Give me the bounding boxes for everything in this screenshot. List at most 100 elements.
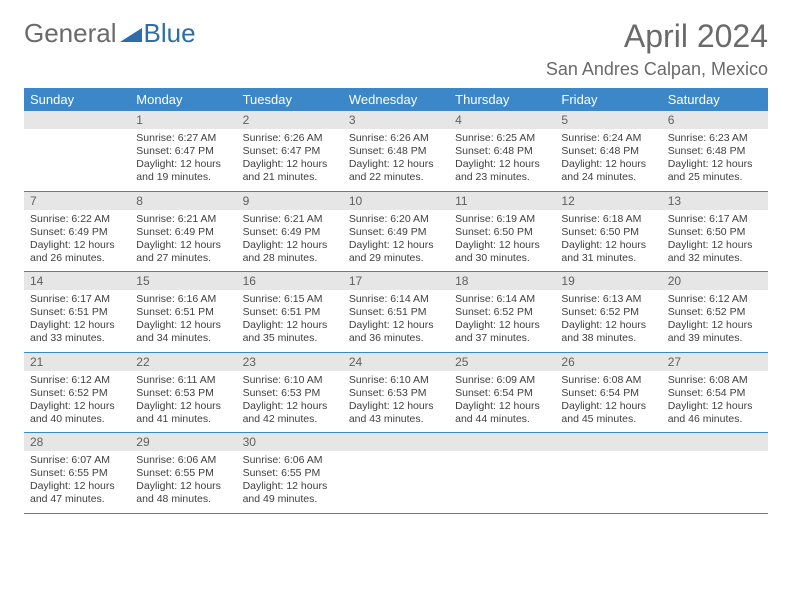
day-number-empty [662,433,768,451]
daylight-line: Daylight: 12 hours and 41 minutes. [136,400,230,426]
calendar-day-cell: 1Sunrise: 6:27 AMSunset: 6:47 PMDaylight… [130,111,236,191]
day-info: Sunrise: 6:14 AMSunset: 6:51 PMDaylight:… [343,290,449,352]
calendar-week-row: 28Sunrise: 6:07 AMSunset: 6:55 PMDayligh… [24,433,768,514]
sunset-line: Sunset: 6:49 PM [30,226,124,239]
sunrise-line: Sunrise: 6:12 AM [668,293,762,306]
calendar-day-cell: 27Sunrise: 6:08 AMSunset: 6:54 PMDayligh… [662,352,768,433]
sunrise-line: Sunrise: 6:14 AM [455,293,549,306]
day-info: Sunrise: 6:22 AMSunset: 6:49 PMDaylight:… [24,210,130,272]
day-number: 12 [555,192,661,210]
day-info: Sunrise: 6:12 AMSunset: 6:52 PMDaylight:… [24,371,130,433]
day-number: 28 [24,433,130,451]
day-number: 11 [449,192,555,210]
calendar-day-cell: 13Sunrise: 6:17 AMSunset: 6:50 PMDayligh… [662,191,768,272]
day-number-empty [555,433,661,451]
calendar-day-cell: 5Sunrise: 6:24 AMSunset: 6:48 PMDaylight… [555,111,661,191]
day-number: 8 [130,192,236,210]
calendar-day-cell [343,433,449,514]
sunset-line: Sunset: 6:55 PM [30,467,124,480]
day-info: Sunrise: 6:20 AMSunset: 6:49 PMDaylight:… [343,210,449,272]
sunset-line: Sunset: 6:47 PM [243,145,337,158]
calendar-day-cell [555,433,661,514]
day-info-empty [555,451,661,507]
daylight-line: Daylight: 12 hours and 34 minutes. [136,319,230,345]
sunset-line: Sunset: 6:50 PM [561,226,655,239]
day-info: Sunrise: 6:24 AMSunset: 6:48 PMDaylight:… [555,129,661,191]
day-number-empty [449,433,555,451]
day-info: Sunrise: 6:12 AMSunset: 6:52 PMDaylight:… [662,290,768,352]
calendar-day-cell: 18Sunrise: 6:14 AMSunset: 6:52 PMDayligh… [449,272,555,353]
sunrise-line: Sunrise: 6:25 AM [455,132,549,145]
day-number: 13 [662,192,768,210]
day-number: 15 [130,272,236,290]
sunrise-line: Sunrise: 6:14 AM [349,293,443,306]
daylight-line: Daylight: 12 hours and 31 minutes. [561,239,655,265]
logo-text-general: General [24,18,117,49]
sunset-line: Sunset: 6:53 PM [349,387,443,400]
calendar-day-cell: 19Sunrise: 6:13 AMSunset: 6:52 PMDayligh… [555,272,661,353]
sunrise-line: Sunrise: 6:15 AM [243,293,337,306]
daylight-line: Daylight: 12 hours and 29 minutes. [349,239,443,265]
daylight-line: Daylight: 12 hours and 22 minutes. [349,158,443,184]
day-info: Sunrise: 6:27 AMSunset: 6:47 PMDaylight:… [130,129,236,191]
sunrise-line: Sunrise: 6:11 AM [136,374,230,387]
daylight-line: Daylight: 12 hours and 37 minutes. [455,319,549,345]
calendar-day-cell: 21Sunrise: 6:12 AMSunset: 6:52 PMDayligh… [24,352,130,433]
sunset-line: Sunset: 6:53 PM [136,387,230,400]
calendar-day-cell: 10Sunrise: 6:20 AMSunset: 6:49 PMDayligh… [343,191,449,272]
calendar-day-cell: 15Sunrise: 6:16 AMSunset: 6:51 PMDayligh… [130,272,236,353]
logo-triangle-icon [120,26,142,42]
day-number: 6 [662,111,768,129]
weekday-header: Monday [130,88,236,111]
sunset-line: Sunset: 6:51 PM [30,306,124,319]
day-info-empty [662,451,768,507]
daylight-line: Daylight: 12 hours and 38 minutes. [561,319,655,345]
sunset-line: Sunset: 6:48 PM [455,145,549,158]
sunrise-line: Sunrise: 6:08 AM [561,374,655,387]
day-number: 21 [24,353,130,371]
calendar-day-cell: 3Sunrise: 6:26 AMSunset: 6:48 PMDaylight… [343,111,449,191]
day-info: Sunrise: 6:06 AMSunset: 6:55 PMDaylight:… [130,451,236,513]
day-info: Sunrise: 6:25 AMSunset: 6:48 PMDaylight:… [449,129,555,191]
sunset-line: Sunset: 6:48 PM [561,145,655,158]
daylight-line: Daylight: 12 hours and 48 minutes. [136,480,230,506]
logo-text-blue: Blue [144,18,196,49]
day-number: 29 [130,433,236,451]
daylight-line: Daylight: 12 hours and 49 minutes. [243,480,337,506]
sunrise-line: Sunrise: 6:09 AM [455,374,549,387]
sunrise-line: Sunrise: 6:18 AM [561,213,655,226]
day-number: 4 [449,111,555,129]
sunset-line: Sunset: 6:54 PM [455,387,549,400]
day-number: 30 [237,433,343,451]
calendar-day-cell [449,433,555,514]
day-info: Sunrise: 6:16 AMSunset: 6:51 PMDaylight:… [130,290,236,352]
weekday-header: Sunday [24,88,130,111]
calendar-day-cell: 25Sunrise: 6:09 AMSunset: 6:54 PMDayligh… [449,352,555,433]
sunrise-line: Sunrise: 6:22 AM [30,213,124,226]
calendar-day-cell: 14Sunrise: 6:17 AMSunset: 6:51 PMDayligh… [24,272,130,353]
day-info: Sunrise: 6:11 AMSunset: 6:53 PMDaylight:… [130,371,236,433]
day-info-empty [449,451,555,507]
sunrise-line: Sunrise: 6:07 AM [30,454,124,467]
daylight-line: Daylight: 12 hours and 23 minutes. [455,158,549,184]
sunset-line: Sunset: 6:55 PM [136,467,230,480]
calendar-week-row: 14Sunrise: 6:17 AMSunset: 6:51 PMDayligh… [24,272,768,353]
sunrise-line: Sunrise: 6:10 AM [243,374,337,387]
sunrise-line: Sunrise: 6:24 AM [561,132,655,145]
sunset-line: Sunset: 6:52 PM [668,306,762,319]
sunset-line: Sunset: 6:48 PM [668,145,762,158]
day-number: 16 [237,272,343,290]
calendar-day-cell: 2Sunrise: 6:26 AMSunset: 6:47 PMDaylight… [237,111,343,191]
daylight-line: Daylight: 12 hours and 24 minutes. [561,158,655,184]
daylight-line: Daylight: 12 hours and 32 minutes. [668,239,762,265]
sunset-line: Sunset: 6:54 PM [561,387,655,400]
day-number: 17 [343,272,449,290]
daylight-line: Daylight: 12 hours and 45 minutes. [561,400,655,426]
daylight-line: Daylight: 12 hours and 43 minutes. [349,400,443,426]
day-info: Sunrise: 6:19 AMSunset: 6:50 PMDaylight:… [449,210,555,272]
day-number: 1 [130,111,236,129]
day-number: 26 [555,353,661,371]
daylight-line: Daylight: 12 hours and 28 minutes. [243,239,337,265]
sunrise-line: Sunrise: 6:19 AM [455,213,549,226]
calendar-day-cell: 4Sunrise: 6:25 AMSunset: 6:48 PMDaylight… [449,111,555,191]
